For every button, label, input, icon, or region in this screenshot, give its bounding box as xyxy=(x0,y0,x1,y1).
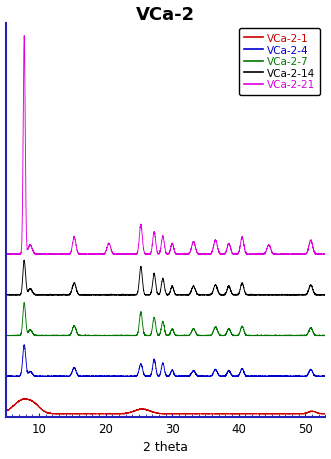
X-axis label: 2 theta: 2 theta xyxy=(143,441,188,453)
Title: VCa-2: VCa-2 xyxy=(136,6,195,23)
Legend: VCa-2-1, VCa-2-4, VCa-2-7, VCa-2-14, VCa-2-21: VCa-2-1, VCa-2-4, VCa-2-7, VCa-2-14, VCa… xyxy=(239,29,320,95)
